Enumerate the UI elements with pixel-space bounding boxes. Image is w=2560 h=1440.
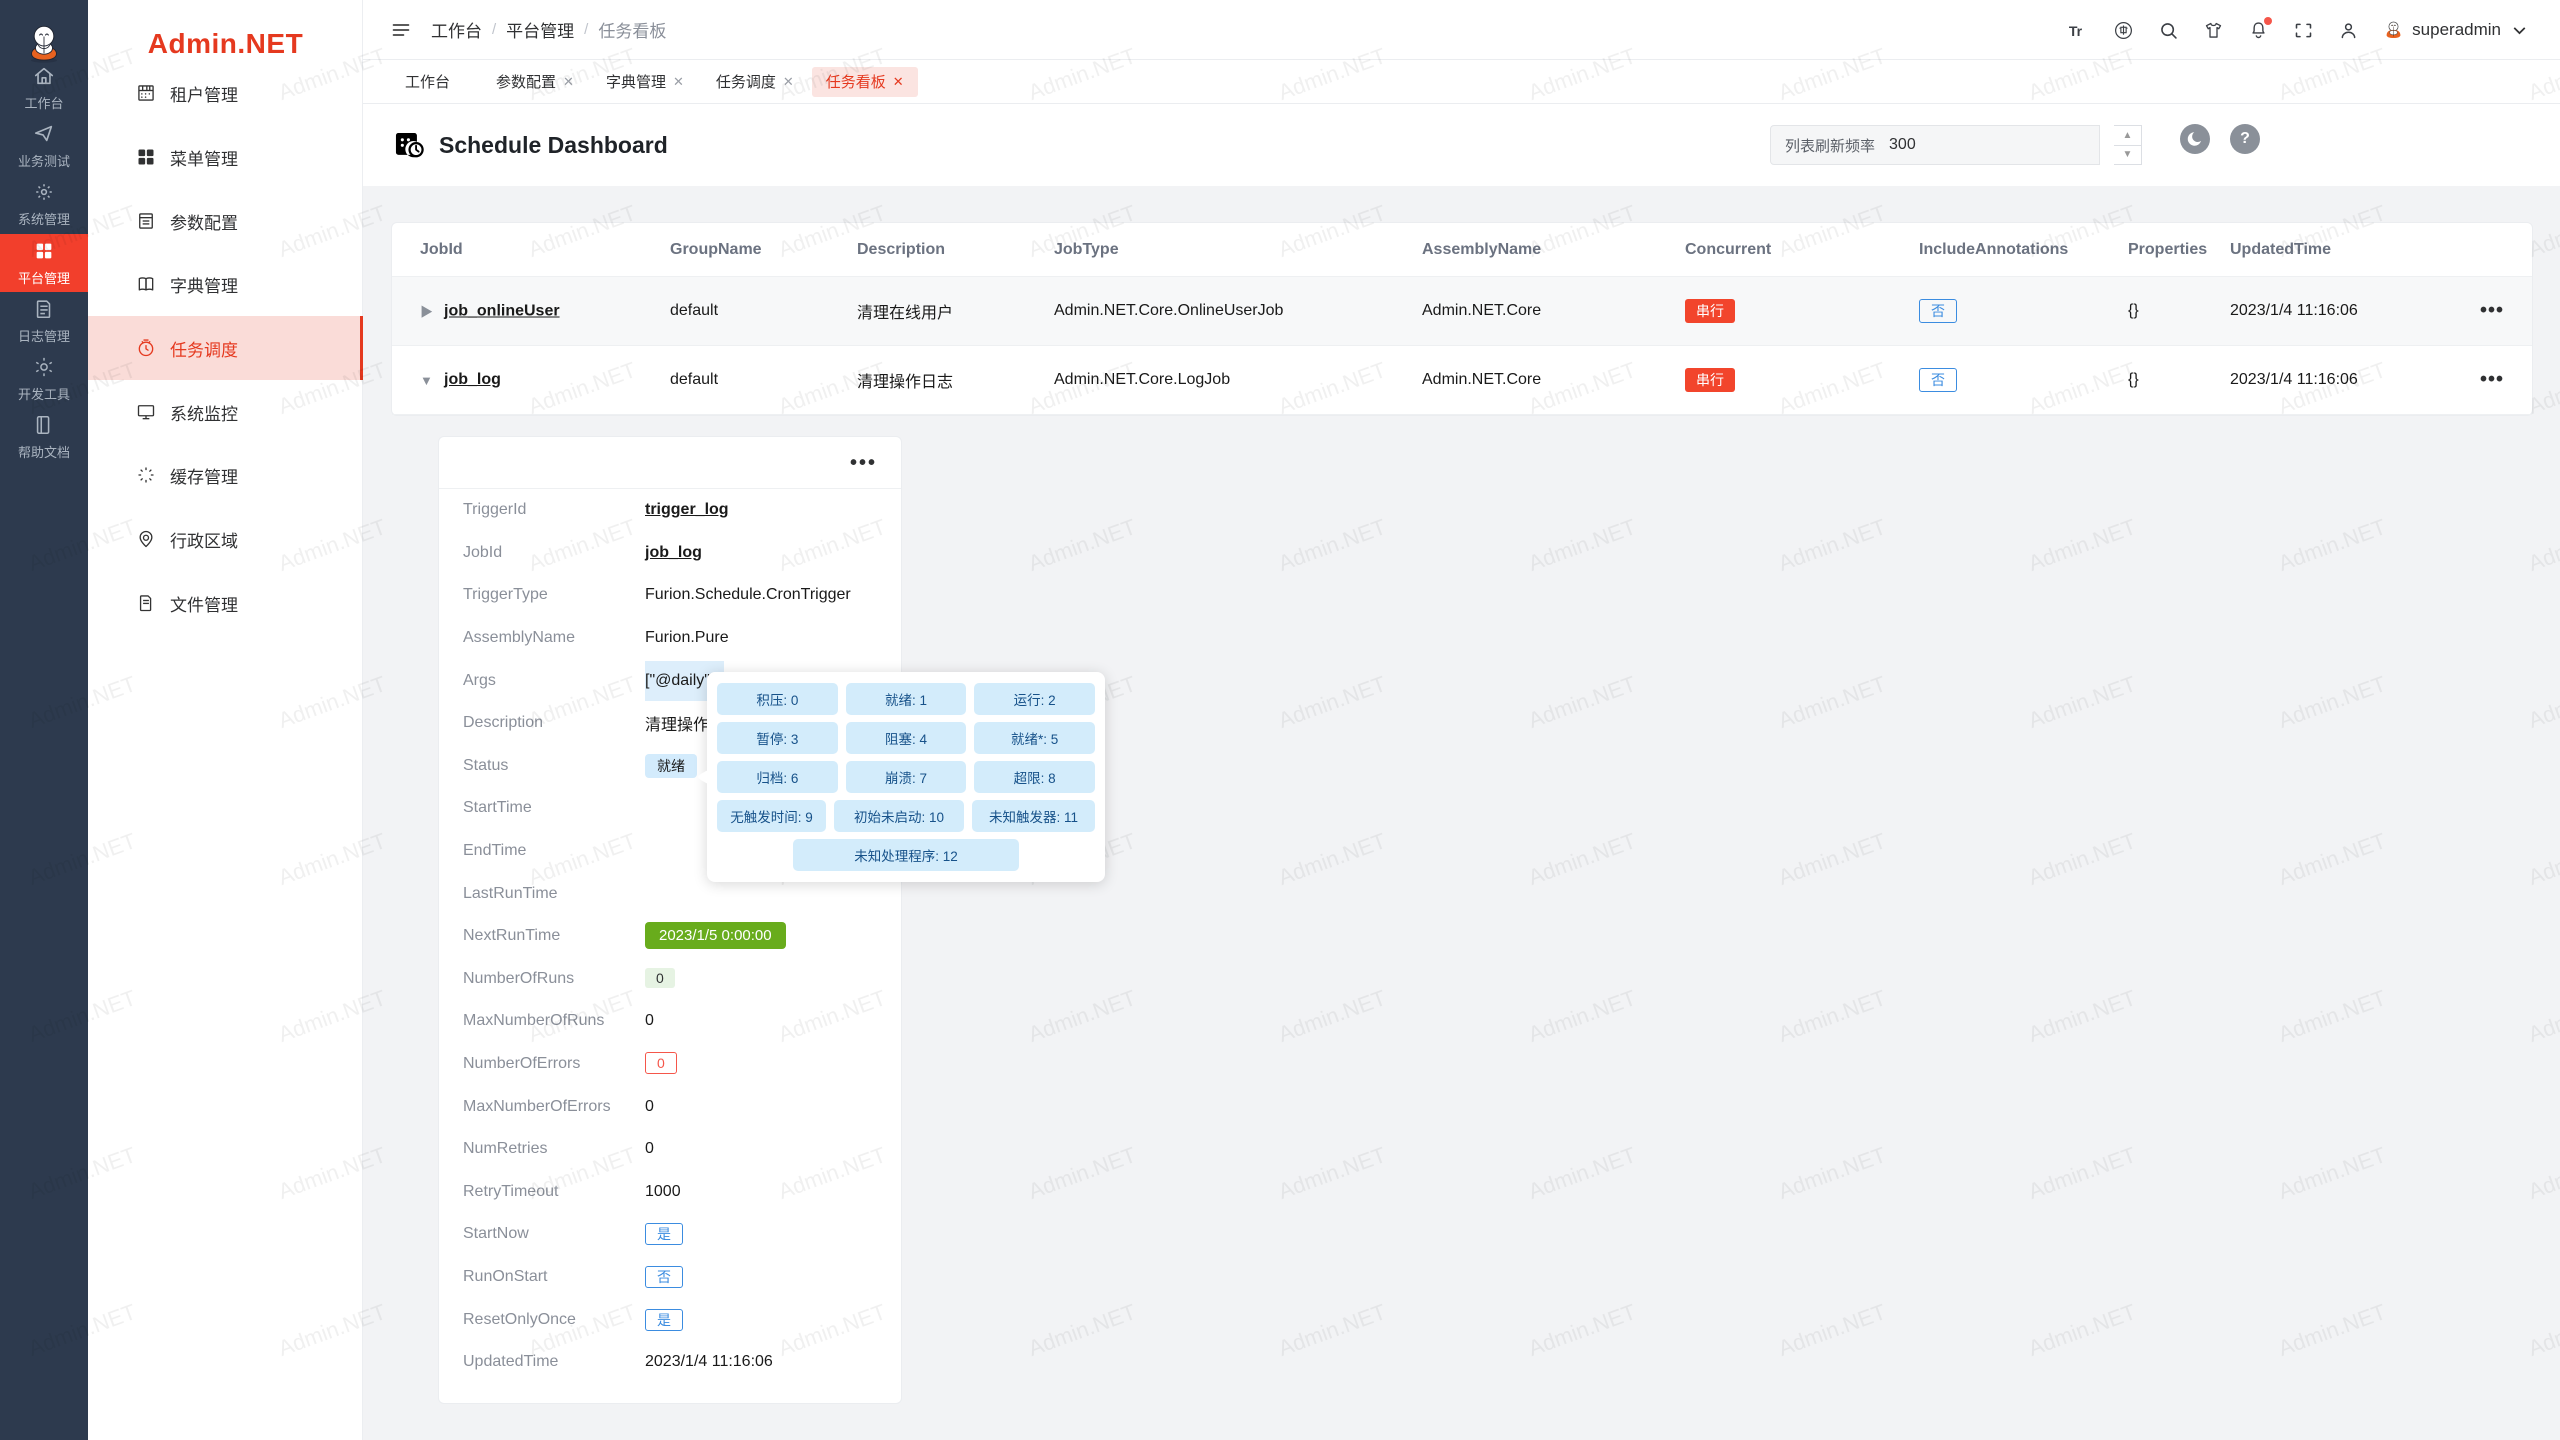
- svg-text:Tr: Tr: [2069, 22, 2083, 38]
